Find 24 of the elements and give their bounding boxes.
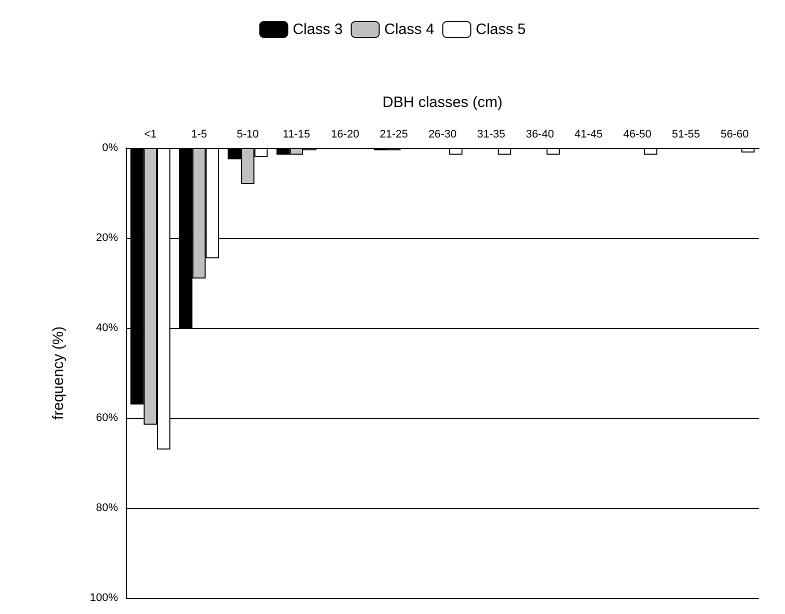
x-tick-label: 41-45: [574, 128, 603, 140]
y-tick-label: 0%: [102, 142, 118, 154]
x-tick-label: 46-50: [623, 128, 652, 140]
x-tick-label: 21-25: [380, 128, 408, 140]
legend-label: Class 3: [292, 21, 343, 38]
x-tick-label: 5-10: [236, 128, 259, 140]
legend-label: Class 4: [384, 21, 434, 38]
x-tick-label: 51-55: [672, 128, 700, 140]
y-tick-label: 20%: [96, 232, 118, 244]
y-tick-label: 40%: [96, 322, 118, 334]
x-tick-label: 36-40: [526, 128, 554, 140]
y-axis-title: frequency (%): [50, 326, 67, 420]
x-tick-label: 31-35: [477, 128, 506, 140]
x-tick-label: 1-5: [191, 128, 207, 140]
x-axis-title: DBH classes (cm): [382, 94, 503, 111]
legend-label: Class 5: [476, 21, 526, 38]
y-tick-label: 60%: [96, 412, 118, 424]
x-tick-label: <1: [144, 128, 157, 140]
x-tick-label: 56-60: [720, 128, 749, 140]
x-tick-label: 26-30: [428, 128, 457, 140]
x-tick-label: 11-15: [282, 128, 310, 140]
x-tick-label: 16-20: [331, 128, 360, 140]
y-tick-label: 80%: [96, 502, 118, 514]
y-tick-label: 100%: [90, 592, 118, 604]
